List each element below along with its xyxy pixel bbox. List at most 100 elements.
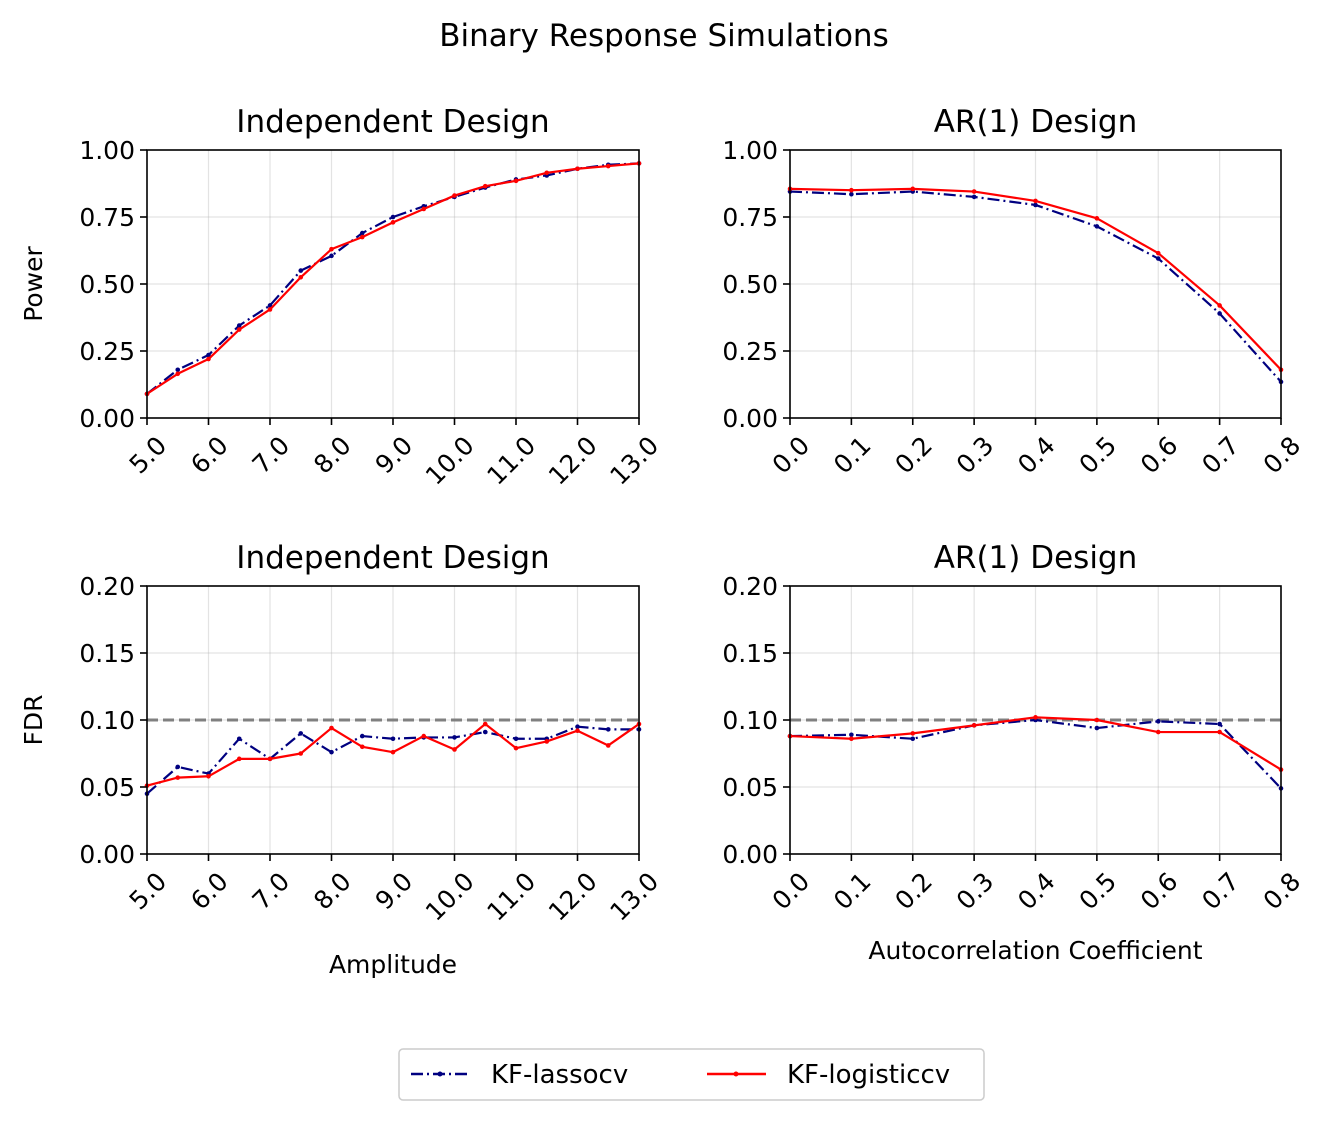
data-point-kf-logisticcv	[206, 356, 211, 362]
data-point-kf-lassocv	[1217, 721, 1222, 727]
data-point-kf-logisticcv	[513, 178, 519, 184]
data-point-kf-lassocv	[1155, 256, 1161, 261]
data-point-kf-logisticcv	[849, 187, 854, 193]
data-point-kf-logisticcv	[482, 183, 488, 189]
data-point-kf-lassocv	[359, 733, 365, 739]
subplot-title: AR(1) Design	[934, 104, 1138, 140]
data-point-kf-logisticcv	[1033, 198, 1038, 204]
data-point-kf-logisticcv	[1155, 729, 1161, 735]
data-point-kf-lassocv	[236, 323, 242, 328]
data-point-kf-logisticcv	[452, 747, 457, 752]
y-tick-label: 0.75	[79, 203, 135, 232]
subplot-title: Independent Design	[236, 104, 549, 140]
y-tick-label: 0.05	[722, 773, 778, 802]
y-tick-label: 0.15	[79, 639, 135, 668]
data-point-kf-lassocv	[1155, 719, 1161, 724]
y-tick-label: 0.50	[79, 270, 135, 299]
data-point-kf-logisticcv	[359, 234, 365, 240]
data-point-kf-logisticcv	[544, 170, 550, 176]
subplot-ar1-fdr: 0.000.050.100.150.200.0 0.1 0.2 0.3 0.4 0.5 0.…	[722, 540, 1306, 965]
data-point-kf-logisticcv	[175, 371, 181, 377]
data-point-kf-logisticcv	[298, 751, 304, 756]
legend-label-kf-lassocv: KF-lassocv	[491, 1060, 628, 1090]
data-point-kf-lassocv	[849, 191, 854, 197]
y-axis-label: Power	[19, 245, 48, 321]
data-point-kf-logisticcv	[910, 731, 916, 736]
data-point-kf-lassocv	[513, 736, 519, 742]
y-tick-label: 0.15	[722, 639, 778, 668]
data-point-kf-logisticcv	[849, 736, 854, 742]
data-point-kf-logisticcv	[575, 728, 580, 734]
legend: KF-lassocv KF-logisticcv	[398, 1048, 985, 1101]
data-point-kf-logisticcv	[1217, 303, 1222, 308]
data-point-kf-logisticcv	[482, 721, 488, 727]
data-point-kf-lassocv	[575, 724, 580, 729]
data-point-kf-logisticcv	[452, 193, 457, 198]
y-tick-label: 0.20	[722, 572, 778, 601]
data-point-kf-logisticcv	[390, 220, 396, 225]
y-tick-label: 0.25	[79, 337, 135, 366]
subplot-indep-power: 0.000.250.500.751.005.0 6.0 7.0 8.0 9.0 10.0 1…	[19, 104, 664, 491]
data-point-kf-logisticcv	[236, 327, 242, 332]
y-tick-label: 1.00	[79, 136, 135, 165]
data-point-kf-logisticcv	[513, 745, 519, 751]
data-point-kf-logisticcv	[359, 744, 365, 750]
data-point-kf-lassocv	[482, 729, 488, 735]
data-point-kf-lassocv	[390, 736, 396, 742]
data-point-kf-lassocv	[329, 253, 334, 259]
data-point-kf-logisticcv	[298, 275, 304, 280]
y-tick-label: 0.10	[722, 706, 778, 735]
data-point-kf-logisticcv	[1155, 250, 1161, 256]
x-axis-label: Amplitude	[329, 950, 457, 979]
data-point-kf-lassocv	[910, 736, 916, 742]
y-tick-label: 0.05	[79, 773, 135, 802]
data-point-kf-lassocv	[605, 727, 611, 732]
data-point-kf-logisticcv	[1094, 216, 1100, 221]
data-point-kf-lassocv	[175, 367, 181, 373]
data-point-kf-lassocv	[298, 268, 304, 273]
subplot-title: AR(1) Design	[934, 540, 1138, 576]
y-tick-label: 0.00	[79, 404, 135, 433]
y-axis-label: FDR	[19, 694, 48, 745]
data-point-kf-lassocv	[390, 214, 396, 220]
data-point-kf-logisticcv	[390, 749, 396, 755]
data-point-kf-lassocv	[1094, 725, 1100, 731]
legend-frame	[398, 1048, 985, 1101]
data-point-kf-logisticcv	[971, 189, 977, 194]
data-point-kf-lassocv	[849, 732, 854, 738]
data-point-kf-logisticcv	[267, 756, 273, 762]
figure-suptitle: Binary Response Simulations	[439, 18, 889, 54]
data-point-kf-logisticcv	[421, 206, 427, 212]
plot-area	[147, 150, 639, 418]
data-point-kf-logisticcv	[329, 246, 334, 252]
subplot-ar1-power: 0.000.250.500.751.000.0 0.1 0.2 0.3 0.4 0.5 0.…	[722, 104, 1306, 479]
subplot-grid: 0.000.250.500.751.005.0 6.0 7.0 8.0 9.0 10.0 1…	[19, 104, 1306, 979]
data-point-kf-lassocv	[1033, 202, 1038, 208]
y-tick-label: 0.75	[722, 203, 778, 232]
data-point-kf-lassocv	[236, 736, 242, 742]
legend-label-kf-logisticcv: KF-logisticcv	[787, 1060, 950, 1090]
legend-marker-kf-lassocv	[437, 1071, 443, 1077]
y-tick-label: 0.10	[79, 706, 135, 735]
data-point-kf-lassocv	[329, 749, 334, 755]
y-tick-label: 0.25	[722, 337, 778, 366]
y-tick-label: 0.00	[722, 404, 778, 433]
plot-area	[790, 150, 1281, 418]
data-point-kf-lassocv	[359, 230, 365, 236]
data-point-kf-lassocv	[206, 352, 211, 358]
data-point-kf-lassocv	[175, 764, 181, 770]
data-point-kf-logisticcv	[605, 163, 611, 169]
data-point-kf-logisticcv	[1033, 715, 1038, 720]
data-point-kf-logisticcv	[267, 307, 273, 312]
data-point-kf-logisticcv	[206, 773, 211, 779]
data-point-kf-logisticcv	[1094, 717, 1100, 723]
data-point-kf-logisticcv	[421, 733, 427, 739]
data-point-kf-logisticcv	[175, 775, 181, 780]
y-tick-label: 0.00	[79, 840, 135, 869]
subplot-title: Independent Design	[236, 540, 549, 576]
data-point-kf-lassocv	[971, 194, 977, 200]
data-point-kf-logisticcv	[575, 166, 580, 172]
data-point-kf-logisticcv	[971, 723, 977, 728]
data-point-kf-logisticcv	[544, 739, 550, 744]
y-tick-label: 0.00	[722, 840, 778, 869]
